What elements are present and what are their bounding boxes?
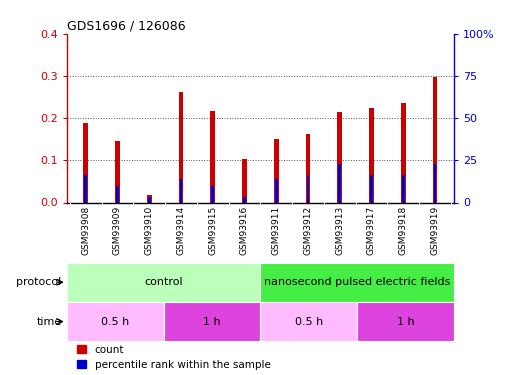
Text: GSM93912: GSM93912 xyxy=(304,206,312,255)
Text: 1 h: 1 h xyxy=(203,316,221,327)
Bar xyxy=(147,195,152,202)
Bar xyxy=(84,175,87,202)
Text: GSM93908: GSM93908 xyxy=(81,206,90,255)
Text: 1 h: 1 h xyxy=(397,316,415,327)
Bar xyxy=(307,175,309,202)
Bar xyxy=(401,104,406,202)
Text: 0.5 h: 0.5 h xyxy=(294,316,323,327)
Bar xyxy=(148,197,151,202)
Text: GSM93911: GSM93911 xyxy=(272,206,281,255)
Legend: count, percentile rank within the sample: count, percentile rank within the sample xyxy=(77,345,271,370)
Bar xyxy=(275,179,278,203)
Bar xyxy=(370,175,373,202)
Text: control: control xyxy=(144,277,183,287)
Bar xyxy=(179,92,183,202)
Text: GSM93913: GSM93913 xyxy=(335,206,344,255)
Bar xyxy=(274,139,279,202)
Text: time: time xyxy=(36,316,62,327)
Text: GSM93916: GSM93916 xyxy=(240,206,249,255)
Text: GDS1696 / 126086: GDS1696 / 126086 xyxy=(67,20,185,33)
Text: GSM93917: GSM93917 xyxy=(367,206,376,255)
Text: GSM93910: GSM93910 xyxy=(145,206,154,255)
Text: GSM93915: GSM93915 xyxy=(208,206,217,255)
Bar xyxy=(369,108,374,202)
Bar xyxy=(306,134,310,202)
Text: GSM93919: GSM93919 xyxy=(430,206,440,255)
Bar xyxy=(402,175,405,202)
Bar xyxy=(357,302,454,341)
Bar xyxy=(180,179,183,203)
Bar xyxy=(338,112,342,202)
Bar xyxy=(338,164,341,202)
Text: GSM93909: GSM93909 xyxy=(113,206,122,255)
Bar xyxy=(260,262,454,302)
Bar xyxy=(116,186,119,202)
Bar xyxy=(164,302,260,341)
Text: GSM93914: GSM93914 xyxy=(176,206,186,255)
Text: GSM93918: GSM93918 xyxy=(399,206,408,255)
Bar xyxy=(242,159,247,203)
Bar xyxy=(67,302,164,341)
Bar xyxy=(260,302,357,341)
Bar xyxy=(115,141,120,202)
Text: protocol: protocol xyxy=(16,277,62,287)
Bar xyxy=(243,197,246,202)
Text: 0.5 h: 0.5 h xyxy=(101,316,129,327)
Bar xyxy=(433,164,437,202)
Bar xyxy=(67,262,260,302)
Bar xyxy=(83,123,88,202)
Bar xyxy=(211,186,214,202)
Text: nanosecond pulsed electric fields: nanosecond pulsed electric fields xyxy=(264,277,450,287)
Bar xyxy=(432,77,438,203)
Bar xyxy=(210,111,215,202)
